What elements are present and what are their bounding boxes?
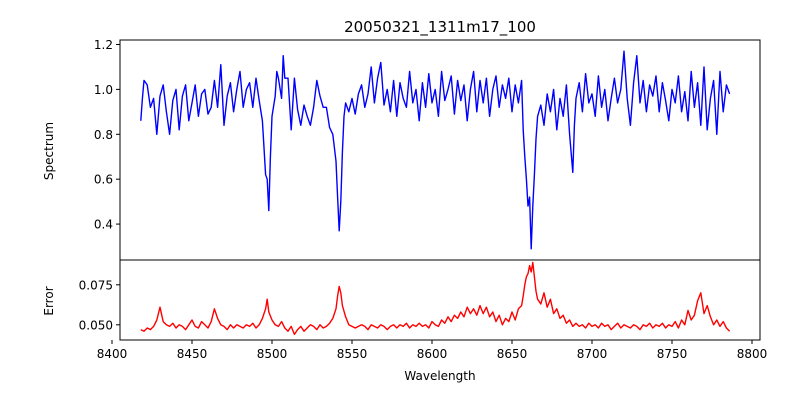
spectrum-y-tick-label: 0.4 xyxy=(94,218,113,232)
spectrum-y-axis-label: Spectrum xyxy=(42,122,56,180)
error-y-tick-label: 0.050 xyxy=(79,318,113,332)
error-y-ticks: 0.050 0.075 xyxy=(79,278,120,332)
error-y-axis-label: Error xyxy=(42,286,56,315)
spectrum-y-ticks: 0.4 0.6 0.8 1.0 1.2 xyxy=(94,38,120,232)
x-tick-label: 8450 xyxy=(177,347,208,361)
spectrum-plot-area xyxy=(140,50,731,250)
x-tick-label: 8750 xyxy=(657,347,688,361)
spectrum-y-tick-label: 0.8 xyxy=(94,128,113,142)
error-series-line xyxy=(140,261,731,336)
x-tick-label: 8700 xyxy=(577,347,608,361)
x-tick-label: 8500 xyxy=(257,347,288,361)
error-panel: Error Wavelength 0.050 0.075 8400 8450 8500… xyxy=(42,259,768,383)
x-tick-label: 8650 xyxy=(497,347,528,361)
x-tick-label: 8400 xyxy=(97,347,128,361)
x-tick-label: 8800 xyxy=(737,347,768,361)
spectrum-y-tick-label: 1.0 xyxy=(94,83,113,97)
error-y-tick-label: 0.075 xyxy=(79,278,113,292)
x-axis-ticks: 8400 8450 8500 8550 8600 8650 8700 8750 8800 xyxy=(97,340,768,361)
x-axis-label: Wavelength xyxy=(404,369,475,383)
error-plot-area xyxy=(140,261,731,336)
error-axes-frame xyxy=(119,259,761,341)
x-tick-label: 8600 xyxy=(417,347,448,361)
chart-title: 20050321_1311m17_100 xyxy=(344,18,536,37)
spectrum-series-line xyxy=(140,50,731,250)
spectrum-y-tick-label: 1.2 xyxy=(94,38,113,52)
spectrum-y-tick-label: 0.6 xyxy=(94,173,113,187)
x-tick-label: 8550 xyxy=(337,347,368,361)
